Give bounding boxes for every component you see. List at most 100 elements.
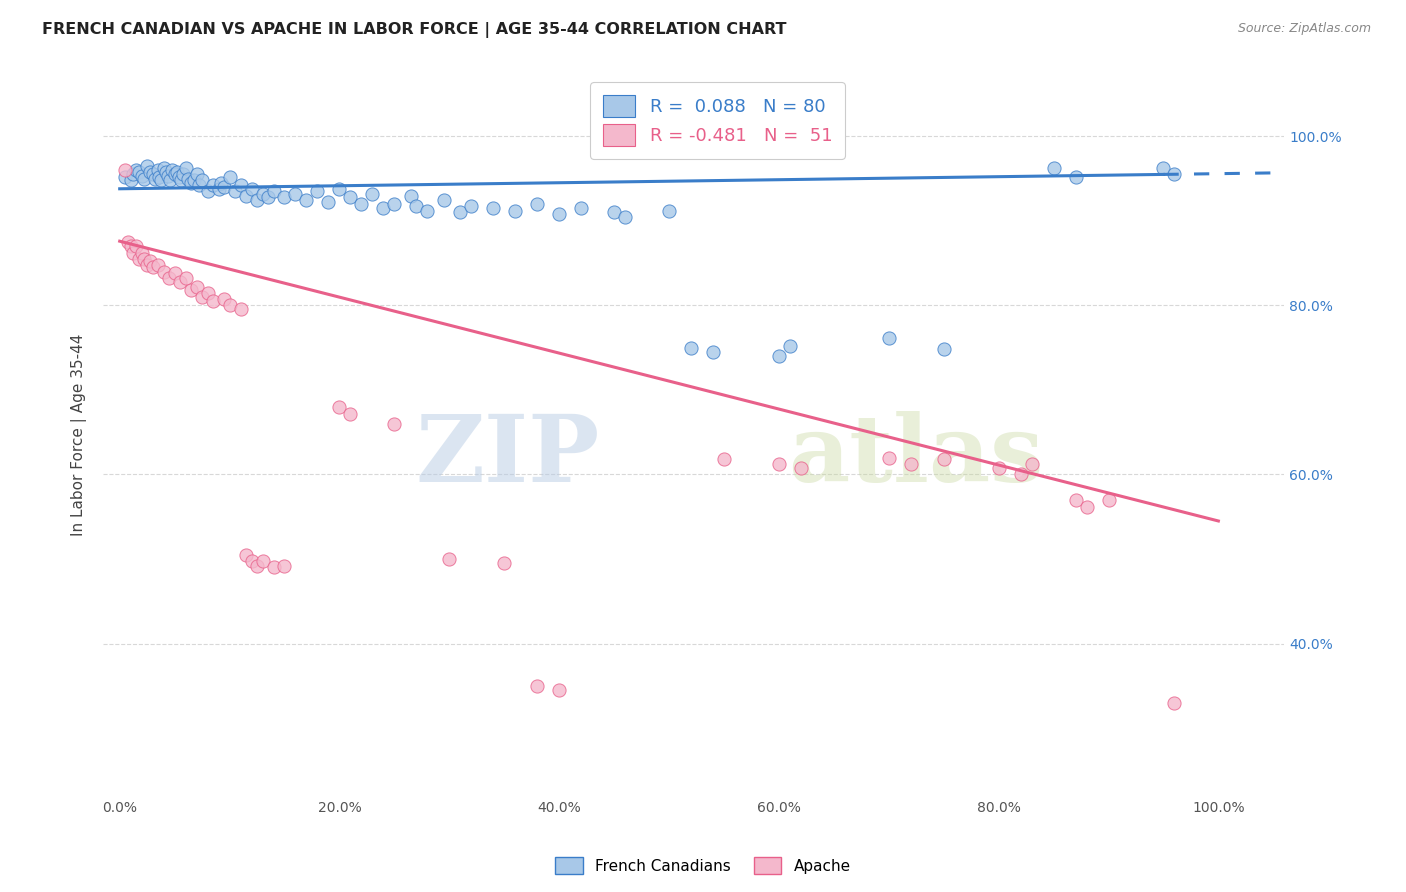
Point [180, 176, 202, 190]
Point [235, 548, 257, 562]
Point [240, 554, 263, 568]
Point [779, 339, 801, 353]
Point [229, 178, 252, 193]
Point [1152, 161, 1174, 176]
Point [157, 169, 180, 183]
Point [433, 193, 456, 207]
Y-axis label: In Labor Force | Age 35-44: In Labor Force | Age 35-44 [72, 333, 87, 535]
Point [132, 252, 155, 266]
Point [1064, 169, 1087, 184]
Text: atlas: atlas [789, 411, 1043, 501]
Point [177, 171, 200, 186]
Point [162, 163, 184, 178]
Point [186, 168, 208, 182]
Point [125, 239, 148, 253]
Point [148, 169, 170, 184]
Point [139, 254, 162, 268]
Text: Source: ZipAtlas.com: Source: ZipAtlas.com [1237, 22, 1371, 36]
Point [790, 460, 813, 475]
Legend: French Canadians, Apache: French Canadians, Apache [550, 851, 856, 880]
Point [273, 558, 295, 573]
Point [713, 452, 735, 467]
Point [146, 258, 169, 272]
Point [263, 560, 285, 574]
Point [197, 285, 219, 300]
Point [235, 188, 257, 202]
Point [207, 182, 229, 196]
Point [114, 169, 136, 184]
Point [548, 683, 571, 698]
Point [169, 275, 191, 289]
Point [157, 271, 180, 285]
Point [180, 283, 202, 297]
Point [526, 197, 548, 211]
Point [328, 182, 350, 196]
Point [120, 173, 142, 187]
Point [328, 400, 350, 414]
Point [526, 679, 548, 693]
Point [131, 169, 153, 183]
Point [136, 258, 159, 272]
Point [382, 417, 405, 431]
Point [246, 193, 269, 207]
Point [482, 201, 505, 215]
Point [155, 165, 177, 179]
Point [218, 298, 240, 312]
Point [117, 235, 139, 249]
Point [191, 290, 214, 304]
Point [1163, 696, 1185, 710]
Point [246, 558, 269, 573]
Point [125, 163, 148, 178]
Point [1097, 492, 1119, 507]
Point [229, 301, 252, 316]
Point [183, 173, 205, 187]
Point [152, 265, 174, 279]
Point [132, 171, 155, 186]
Point [569, 201, 592, 215]
Point [1010, 467, 1032, 482]
Text: ZIP: ZIP [415, 411, 599, 501]
Point [174, 271, 197, 285]
Point [240, 182, 263, 196]
Point [128, 252, 150, 266]
Point [166, 165, 188, 179]
Point [932, 343, 955, 357]
Point [120, 239, 142, 253]
Point [439, 552, 461, 566]
Point [263, 184, 285, 198]
Point [167, 169, 190, 184]
Point [350, 197, 373, 211]
Point [1163, 168, 1185, 182]
Point [143, 171, 166, 186]
Point [614, 210, 637, 224]
Point [187, 178, 209, 193]
Point [405, 199, 427, 213]
Point [212, 180, 235, 194]
Point [218, 169, 240, 184]
Point [146, 163, 169, 178]
Point [900, 458, 922, 472]
Point [128, 165, 150, 179]
Point [1076, 500, 1098, 514]
Point [252, 186, 274, 201]
Point [460, 199, 482, 213]
Point [273, 190, 295, 204]
Point [548, 207, 571, 221]
Point [877, 330, 900, 344]
Point [449, 205, 471, 219]
Point [257, 190, 280, 204]
Point [209, 176, 232, 190]
Point [416, 203, 439, 218]
Point [197, 184, 219, 198]
Point [702, 345, 724, 359]
Point [284, 186, 307, 201]
Point [339, 407, 361, 421]
Point [142, 168, 165, 182]
Text: FRENCH CANADIAN VS APACHE IN LABOR FORCE | AGE 35-44 CORRELATION CHART: FRENCH CANADIAN VS APACHE IN LABOR FORCE… [42, 22, 787, 38]
Point [382, 197, 405, 211]
Point [163, 266, 186, 280]
Point [658, 203, 681, 218]
Point [122, 168, 145, 182]
Point [877, 450, 900, 465]
Point [172, 168, 194, 182]
